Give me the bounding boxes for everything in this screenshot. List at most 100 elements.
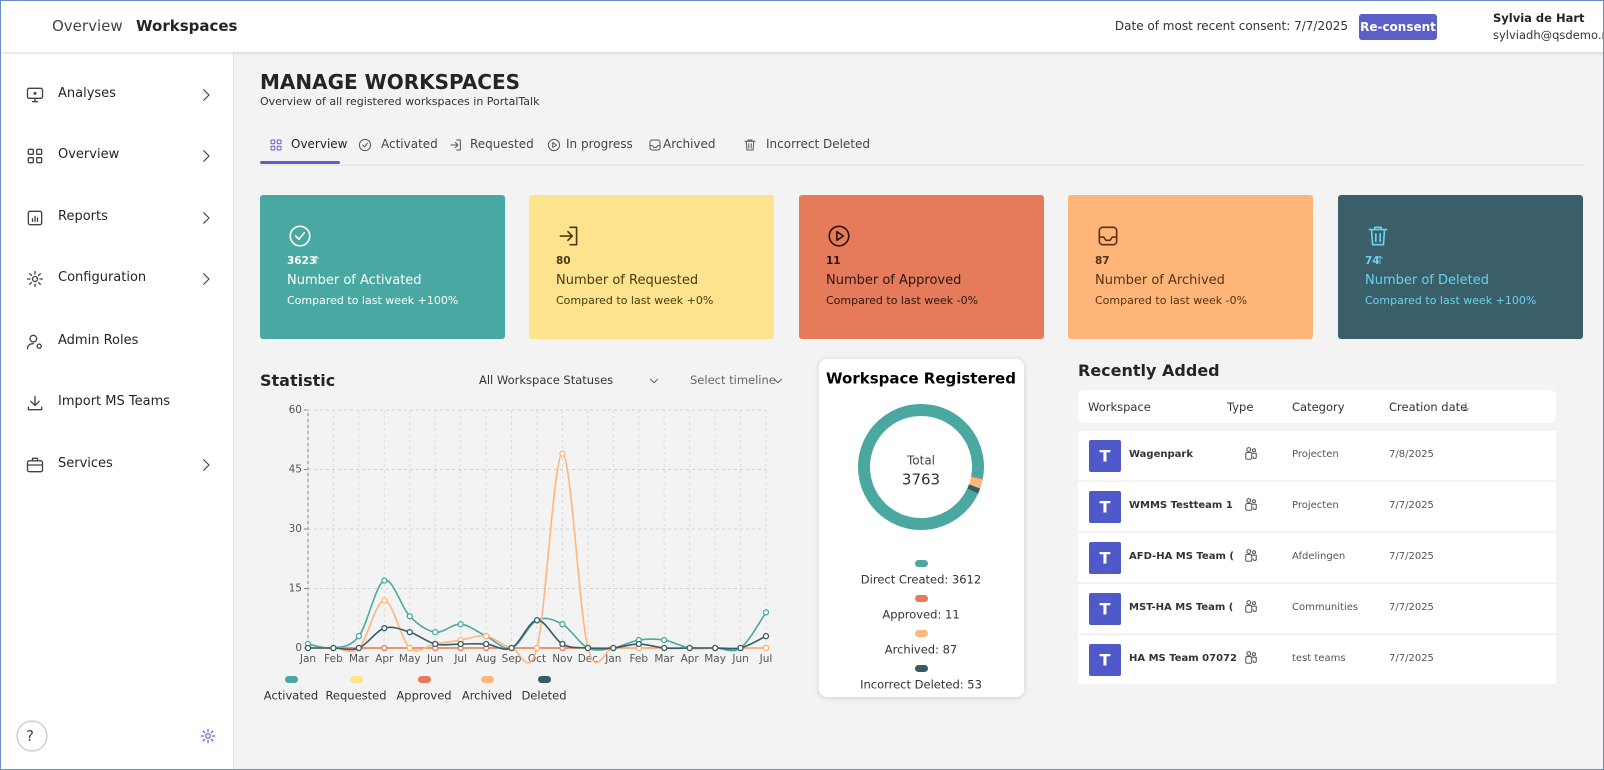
sidebar-chevron — [204, 213, 209, 224]
donut-segment — [975, 478, 977, 486]
donut-legend-swatch — [915, 560, 928, 567]
x-tick-label: May — [704, 653, 726, 665]
workspace-name[interactable]: WMMS Testteam 1 — [1129, 500, 1233, 511]
data-point — [356, 646, 361, 651]
donut-legend-label: Incorrect Deleted: 53 — [860, 678, 982, 692]
workspace-icon-letter: T — [1100, 549, 1111, 568]
tab[interactable]: Archived — [663, 137, 716, 151]
sidebar-icon — [37, 344, 41, 348]
tab-icon — [277, 146, 281, 150]
workspace-icon-letter: T — [1100, 600, 1111, 619]
x-tick-label: Nov — [552, 653, 573, 665]
workspace-name[interactable]: AFD-HA MS Team ( — [1129, 551, 1234, 562]
sidebar-chevron — [204, 460, 209, 471]
tab-underline — [260, 161, 340, 164]
tab-icon — [271, 140, 275, 144]
x-tick-label: Jun — [731, 653, 748, 665]
y-tick-label: 30 — [289, 523, 302, 535]
table-title: Recently Added — [1078, 361, 1220, 380]
tab[interactable]: Overview — [291, 137, 348, 151]
creation-date: 7/7/2025 — [1389, 653, 1434, 664]
workspace-name[interactable]: MST-HA MS Team ( — [1129, 602, 1233, 613]
sidebar-item[interactable]: Analyses — [58, 86, 116, 101]
timeline-filter[interactable]: Select timeline — [690, 373, 776, 387]
legend-swatch — [418, 676, 431, 683]
x-tick-label: Aug — [476, 653, 497, 665]
donut-total: 3763 — [902, 471, 940, 489]
data-point — [560, 451, 565, 456]
tab-icon — [745, 140, 755, 150]
sidebar-item[interactable]: Services — [58, 456, 113, 471]
sidebar-item[interactable]: Admin Roles — [58, 333, 138, 348]
sidebar-chevron — [204, 274, 209, 285]
status-filter[interactable]: All Workspace Statuses — [479, 373, 613, 387]
x-tick-label: Jul — [759, 653, 773, 665]
card-value: 11 — [826, 255, 841, 267]
category: Projecten — [1292, 500, 1339, 511]
sidebar-icon — [28, 344, 34, 349]
tab[interactable]: Requested — [470, 137, 534, 151]
x-tick-label: Mar — [654, 653, 674, 665]
help-text[interactable]: ? — [26, 727, 34, 745]
sidebar-item[interactable]: Overview — [58, 147, 119, 162]
breadcrumb-parent[interactable]: Overview — [52, 17, 123, 35]
workspace-name[interactable]: Wagenpark — [1129, 449, 1193, 460]
data-point — [356, 634, 361, 639]
legend-swatch — [538, 676, 551, 683]
column-header[interactable]: Creation date — [1389, 400, 1467, 414]
donut-legend-label: Archived: 87 — [885, 643, 958, 657]
donut-total-label: Total — [906, 454, 935, 468]
sidebar-icon — [34, 93, 36, 95]
card-value: 87 — [1095, 255, 1110, 267]
sidebar-item[interactable]: Reports — [58, 209, 108, 224]
user-name: Sylvia de Hart — [1493, 11, 1585, 25]
sidebar-icon — [37, 158, 42, 163]
workspace-name[interactable]: HA MS Team 07072 — [1129, 653, 1237, 664]
tab-icon — [451, 140, 460, 150]
sidebar-icon — [30, 335, 37, 342]
category: Projecten — [1292, 449, 1339, 460]
donut-title: Workspace Registered — [826, 370, 1016, 388]
data-point — [382, 578, 387, 583]
card-comparison: Compared to last week +100% — [287, 294, 458, 307]
sidebar-icon — [28, 272, 43, 287]
series-line — [308, 454, 766, 663]
data-point — [331, 646, 336, 651]
tab-icon — [650, 140, 660, 150]
user-email: sylviadh@qsdemo.nl — [1493, 28, 1604, 42]
stat-card — [1068, 195, 1313, 339]
data-point — [560, 622, 565, 627]
tab[interactable]: Activated — [381, 137, 438, 151]
reconsent-button[interactable]: Re-consent — [1359, 14, 1437, 40]
data-point — [535, 646, 540, 651]
data-point — [433, 642, 438, 647]
tab-icon — [359, 139, 370, 150]
data-point — [407, 630, 412, 635]
sidebar-chevron — [204, 151, 209, 162]
consent-date: Date of most recent consent: 7/7/2025 — [1115, 19, 1348, 33]
sidebar-chevron — [204, 90, 209, 101]
sidebar-chevron — [204, 460, 209, 471]
chart-title: Statistic — [260, 371, 335, 390]
legend-label: Archived — [462, 689, 512, 703]
sidebar-icon — [28, 396, 41, 409]
data-point — [458, 622, 463, 627]
sidebar-icon — [28, 149, 41, 162]
data-point — [484, 642, 489, 647]
tab[interactable]: Incorrect Deleted — [766, 137, 870, 151]
sidebar-chevron — [204, 213, 209, 224]
creation-date: 7/7/2025 — [1389, 551, 1434, 562]
sidebar-item[interactable]: Configuration — [58, 270, 146, 285]
sidebar-chevron — [204, 151, 209, 162]
sidebar-chevron — [204, 90, 209, 101]
breadcrumb-current: Workspaces — [136, 17, 237, 35]
filter-chevron — [651, 379, 658, 383]
filter-chevron — [651, 379, 658, 383]
legend-label: Deleted — [521, 689, 566, 703]
sidebar-item[interactable]: Import MS Teams — [58, 394, 170, 409]
tab[interactable]: In progress — [566, 137, 633, 151]
tab-icon — [271, 146, 275, 150]
x-tick-label: May — [399, 653, 421, 665]
y-tick-label: 15 — [289, 583, 302, 595]
